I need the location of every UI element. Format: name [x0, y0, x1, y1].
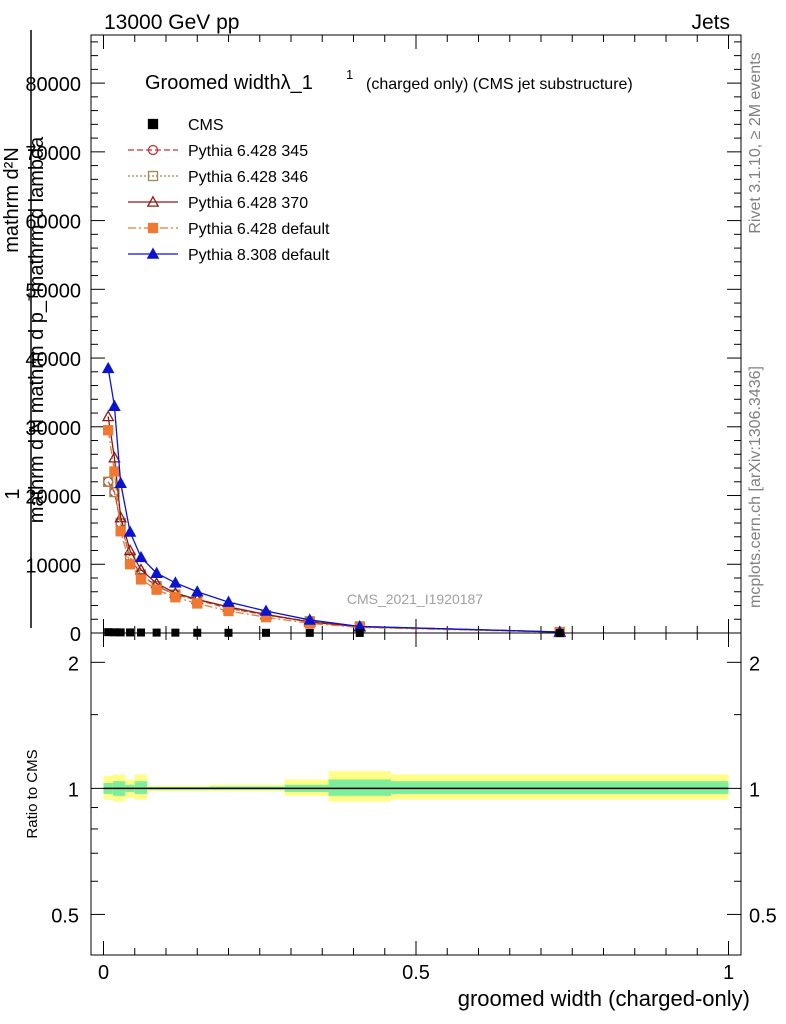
series-point-p8def [190, 585, 204, 597]
ratio-tick-label: 1 [68, 779, 79, 801]
plot-title: Groomed widthλ_1 1 (charged only) (CMS j… [145, 67, 633, 94]
y-tick-label: 30000 [25, 418, 81, 440]
x-tick-label: 0 [98, 962, 109, 984]
y-tick-label: 20000 [25, 487, 81, 509]
y-tick-label: 0 [70, 624, 81, 646]
y-axis-label-numerator: mathrm d²N [1, 147, 23, 253]
series-point-p6def [103, 425, 114, 436]
title-main: Groomed widthλ_1 [145, 72, 313, 94]
x-axis-label: groomed width (charged-only) [458, 986, 750, 1011]
series-point-p346 [103, 476, 114, 487]
cms-data-point [110, 628, 119, 637]
series-point-p6def [109, 466, 120, 477]
legend-label-p346: Pythia 6.428 346 [188, 169, 308, 186]
mcplots-label: mcplots.cern.ch [arXiv:1306.3436] [747, 366, 764, 608]
legend: CMS Pythia 6.428 345 Pythia 6.428 346 Pythi… [128, 117, 330, 264]
series-point-p370 [101, 409, 115, 422]
y-tick-label: 80000 [25, 74, 81, 96]
analysis-watermark: CMS_2021_I1920187 [347, 591, 483, 607]
title-superscript: 1 [346, 67, 353, 82]
rivet-version-label: Rivet 3.1.10, ≥ 2M events [747, 52, 764, 233]
series-point-p6def [170, 592, 181, 603]
legend-label-p370: Pythia 6.428 370 [188, 195, 308, 212]
series-point-p6def [115, 526, 126, 537]
ratio-band-green [391, 781, 729, 794]
series-point-p8def [108, 399, 121, 411]
ratio-uncertainty-bands [103, 771, 729, 802]
ratio-panel: 0.5 0.5 1 1 2 2 [51, 632, 777, 956]
legend-label-p6def: Pythia 6.428 default [188, 221, 330, 238]
series-point-p6def [135, 574, 147, 585]
series-point-p6def [192, 598, 203, 609]
main-series [101, 361, 567, 638]
series-line-p345 [107, 481, 560, 633]
series-point-p8def [114, 476, 127, 488]
cms-data-point [116, 628, 125, 637]
y-tick-label: 40000 [25, 349, 81, 371]
series-point-p6def [151, 584, 162, 595]
y-tick-label: 60000 [25, 212, 81, 234]
x-tick-labels: 0 0.5 1 [98, 962, 734, 984]
ratio-tick-label: 2 [68, 653, 79, 675]
series-point-p8def [150, 566, 163, 578]
y-axis-label-denominator: mathrm d N mathrm d p_ᵀmathrm d lambda [26, 136, 48, 523]
cms-data-point [104, 628, 113, 637]
series-point-p8def [222, 595, 235, 607]
header-energy-label: 13000 GeV pp [104, 11, 239, 34]
legend-marker-p6def [147, 222, 159, 234]
y-axis-label-top: 1 [2, 488, 24, 499]
y-tick-label: 50000 [25, 280, 81, 302]
legend-marker-cms [147, 118, 159, 130]
ratio-frame [90, 632, 742, 956]
series-point-p8def [259, 604, 273, 616]
legend-marker-p345 [147, 144, 159, 156]
legend-label-p8def: Pythia 8.308 default [188, 247, 330, 264]
ratio-axis-ticks: 0.5 0.5 1 1 2 2 [51, 633, 777, 955]
ratio-band-green [134, 781, 148, 794]
series-point-p8def [134, 550, 148, 563]
y-tick-label: 10000 [25, 555, 81, 577]
series-point-p8def [303, 613, 317, 625]
x-tick-label: 1 [723, 962, 734, 984]
ratio-tick-label-right: 1 [749, 779, 760, 801]
legend-marker-p370 [146, 195, 160, 207]
series-line-p346 [107, 481, 560, 633]
series-point-p346 [109, 486, 120, 498]
series-point-p8def [101, 361, 115, 374]
ratio-axis-label: Ratio to CMS [24, 749, 41, 838]
ratio-tick-label: 0.5 [51, 905, 79, 927]
header-jets-label: Jets [691, 11, 730, 34]
main-axis-ticks: 0 10000 20000 30000 40000 50000 60000 70000 8000… [25, 35, 741, 646]
legend-label-p345: Pythia 6.428 345 [188, 143, 308, 160]
x-tick-label: 0.5 [402, 962, 430, 984]
cms-data-point [126, 628, 135, 637]
series-point-p8def [169, 576, 182, 588]
series-point-p370 [134, 563, 148, 575]
ratio-tick-label-right: 0.5 [749, 905, 777, 927]
series-point-p6def [223, 605, 234, 617]
legend-marker-p346 [147, 170, 159, 182]
y-tick-label: 70000 [25, 143, 81, 165]
ratio-tick-label-right: 2 [749, 653, 760, 675]
series-point-p6def [124, 559, 136, 570]
legend-marker-p8def [146, 247, 160, 259]
legend-label-cms: CMS [188, 117, 224, 134]
series-point-p8def [123, 525, 137, 537]
title-subtitle: (charged only) (CMS jet substructure) [366, 76, 633, 93]
series-point-p370 [123, 544, 137, 556]
main-panel: 0 10000 20000 30000 40000 50000 60000 70000 8000… [25, 34, 742, 646]
series-point-p370 [114, 511, 127, 523]
